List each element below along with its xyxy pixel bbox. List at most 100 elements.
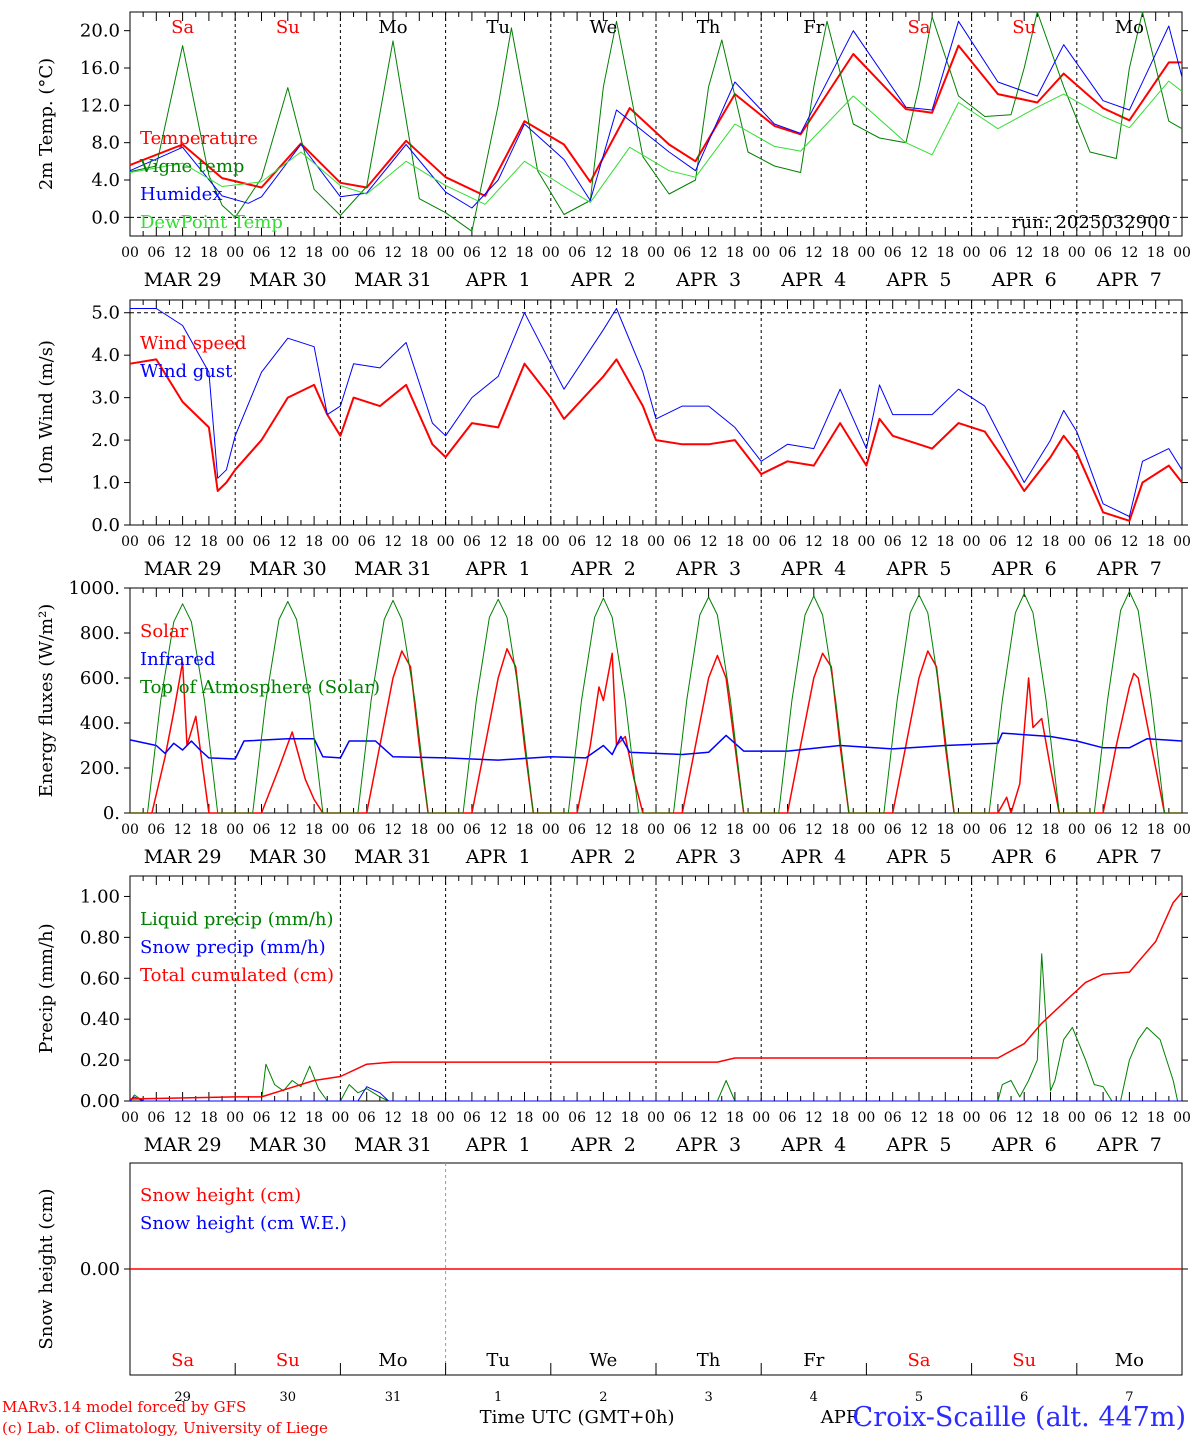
- x-hour-label: 06: [989, 534, 1007, 550]
- x-hour-label: 06: [568, 1110, 586, 1126]
- x-hour-label: 00: [857, 822, 875, 838]
- x-hour-label: 00: [331, 822, 349, 838]
- y-tick-label: 0.20: [80, 1050, 120, 1071]
- series-line: [129, 20, 1183, 209]
- x-hour-label: 18: [726, 1110, 744, 1126]
- x-hour-label: 06: [253, 534, 271, 550]
- x-hour-label: 06: [568, 245, 586, 261]
- x-hour-label: 06: [568, 534, 586, 550]
- series-line: [130, 648, 1182, 814]
- x-day-number: 5: [915, 1390, 923, 1405]
- x-day-number: 4: [810, 1390, 818, 1405]
- x-hour-label: 06: [463, 534, 481, 550]
- x-hour-label: 06: [989, 245, 1007, 261]
- x-hour-label: 18: [936, 822, 954, 838]
- x-hour-label: 18: [831, 245, 849, 261]
- x-hour-label: 12: [594, 534, 612, 550]
- weekday-label-bottom: We: [590, 1350, 618, 1371]
- x-day-number: 31: [385, 1390, 402, 1405]
- y-tick-label: 1.0: [91, 473, 120, 494]
- x-month-label: APR: [820, 1407, 860, 1428]
- x-hour-label: 00: [857, 1110, 875, 1126]
- x-hour-label: 12: [1120, 245, 1138, 261]
- x-day-label: MAR 31: [354, 269, 432, 291]
- credit-line-1: MARv3.14 model forced by GFS: [2, 1398, 247, 1416]
- legend-entry: Solar: [140, 621, 189, 642]
- weekday-label-bottom: Su: [1012, 1350, 1036, 1371]
- x-hour-label: 12: [700, 822, 718, 838]
- x-hour-label: 18: [200, 1110, 218, 1126]
- x-hour-label: 00: [437, 822, 455, 838]
- x-hour-label: 00: [121, 822, 139, 838]
- x-hour-label: 06: [1094, 534, 1112, 550]
- x-day-label: APR 1: [465, 269, 531, 291]
- x-hour-label: 00: [1068, 1110, 1086, 1126]
- weekday-label-top: Mo: [378, 17, 407, 38]
- x-hour-label: 12: [489, 822, 507, 838]
- x-hour-label: 12: [489, 245, 507, 261]
- x-hour-label: 00: [226, 1110, 244, 1126]
- x-day-number: 30: [280, 1390, 297, 1405]
- x-hour-label: 12: [489, 1110, 507, 1126]
- x-hour-label: 06: [884, 1110, 902, 1126]
- x-hour-label: 06: [358, 534, 376, 550]
- x-day-label: APR 7: [1096, 846, 1162, 868]
- weekday-label-top: Fr: [803, 17, 824, 38]
- x-day-label: APR 4: [780, 558, 846, 580]
- x-hour-label: 06: [147, 534, 165, 550]
- x-day-label: APR 2: [570, 846, 636, 868]
- x-hour-label: 12: [700, 245, 718, 261]
- x-hour-label: 12: [384, 245, 402, 261]
- y-axis-label: Precip (mm/h): [36, 923, 57, 1053]
- x-hour-label: 12: [1015, 534, 1033, 550]
- weekday-label-bottom: Mo: [378, 1350, 407, 1371]
- y-tick-label: 2.0: [91, 430, 120, 451]
- plot-frame: [129, 587, 1183, 814]
- y-axis-label: 2m Temp. (°C): [36, 58, 57, 190]
- x-hour-label: 06: [989, 1110, 1007, 1126]
- x-hour-label: 12: [1120, 534, 1138, 550]
- x-hour-label: 18: [305, 822, 323, 838]
- x-hour-label: 12: [384, 1110, 402, 1126]
- x-day-label: APR 4: [780, 269, 846, 291]
- x-hour-label: 00: [963, 245, 981, 261]
- x-hour-label: 18: [621, 245, 639, 261]
- x-hour-label: 00: [1173, 534, 1191, 550]
- x-hour-label: 00: [963, 1110, 981, 1126]
- x-hour-label: 06: [358, 245, 376, 261]
- legend-entry: Wind speed: [140, 333, 246, 354]
- legend-entry: Snow precip (mm/h): [140, 937, 326, 958]
- x-hour-label: 18: [410, 534, 428, 550]
- x-hour-label: 12: [384, 822, 402, 838]
- x-hour-label: 06: [568, 822, 586, 838]
- weekday-label-top: Mo: [1115, 17, 1144, 38]
- y-tick-label: 1.00: [80, 886, 120, 907]
- x-hour-label: 06: [673, 1110, 691, 1126]
- x-hour-label: 00: [226, 534, 244, 550]
- x-hour-label: 12: [279, 534, 297, 550]
- x-axis-title: Time UTC (GMT+0h): [480, 1407, 675, 1428]
- x-hour-label: 00: [963, 822, 981, 838]
- legend-entry: DewPoint Temp: [140, 212, 283, 233]
- x-day-label: APR 3: [675, 1134, 741, 1156]
- legend-entry: Top of Atmosphere (Solar): [140, 677, 380, 698]
- x-hour-label: 12: [700, 1110, 718, 1126]
- x-day-label: MAR 30: [249, 558, 327, 580]
- run-label: run: 2025032900: [1012, 212, 1170, 233]
- x-hour-label: 06: [673, 245, 691, 261]
- x-hour-label: 06: [358, 1110, 376, 1126]
- x-day-label: APR 7: [1096, 1134, 1162, 1156]
- y-tick-label: 5.0: [91, 303, 120, 324]
- x-hour-label: 18: [1042, 534, 1060, 550]
- x-hour-label: 06: [1094, 822, 1112, 838]
- x-hour-label: 00: [647, 1110, 665, 1126]
- x-hour-label: 12: [805, 245, 823, 261]
- x-day-label: MAR 29: [144, 846, 222, 868]
- x-day-number: 7: [1125, 1390, 1133, 1405]
- x-hour-label: 18: [1042, 1110, 1060, 1126]
- plot-frame: [129, 11, 1183, 237]
- legend-entry: Total cumulated (cm): [140, 965, 334, 986]
- x-day-label: APR 7: [1096, 269, 1162, 291]
- x-hour-label: 18: [936, 1110, 954, 1126]
- y-tick-label: 0.60: [80, 968, 120, 989]
